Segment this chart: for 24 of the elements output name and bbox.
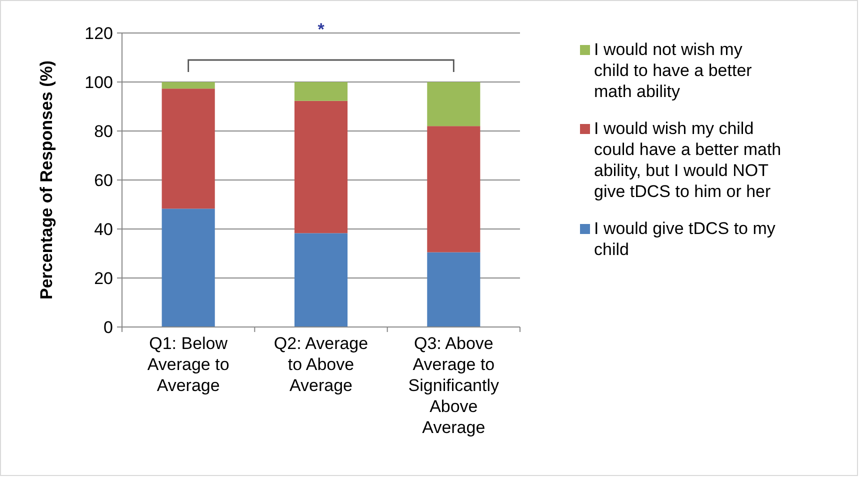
bar: [294, 233, 348, 327]
annotation: *: [318, 20, 325, 39]
bar: [162, 208, 215, 327]
y-tick-label: 120: [84, 24, 113, 43]
bar: [427, 82, 480, 126]
y-tick-label: 0: [104, 318, 113, 337]
y-tick-label: 100: [84, 72, 113, 92]
y-tick-label: 20: [94, 268, 113, 288]
bar: [427, 252, 480, 327]
legend-label: I would wish my child could have a better math ability, but I would NOT give tDCS to him or her: [594, 119, 782, 201]
x-tick-label: Q3: Above Average to Significantly Above Average: [408, 334, 500, 437]
bar: [162, 82, 215, 89]
x-tick-label: Q2: Average to Above Average: [274, 334, 368, 395]
y-tick-label: 40: [94, 220, 113, 239]
y-axis-title: Percentage of Responses (%): [37, 60, 56, 300]
bar: [294, 82, 348, 101]
bar: [427, 126, 480, 252]
y-tick-label: 80: [94, 122, 113, 141]
legend-label: I would give tDCS to my child: [594, 219, 776, 259]
x-tick-label: Q1: Below Average to Average: [147, 334, 230, 395]
bar: [294, 100, 348, 234]
y-tick-label: 60: [94, 170, 113, 190]
legend-label: I would not wish my child to have a better math ability: [594, 40, 752, 101]
bar: [162, 88, 215, 209]
